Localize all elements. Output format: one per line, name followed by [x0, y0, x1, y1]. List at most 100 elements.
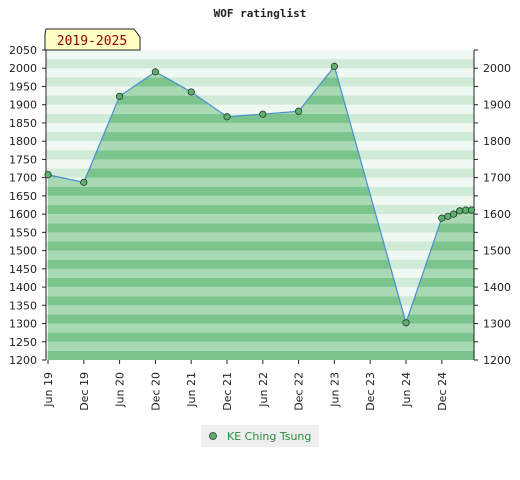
legend-box	[201, 425, 319, 447]
area-band	[48, 223, 474, 233]
area-band	[48, 159, 474, 169]
data-point[interactable]	[438, 214, 446, 222]
x-tick-label: Jun 21	[185, 372, 198, 408]
area-band	[48, 277, 474, 288]
background-band	[46, 77, 474, 87]
left-tick-label: 1950	[9, 80, 37, 93]
area-band	[48, 332, 474, 342]
area-band	[48, 296, 474, 306]
date-range-label: 2019-2025	[57, 34, 127, 49]
area-band	[48, 241, 474, 251]
series-markers	[44, 62, 476, 327]
left-tick-label: 1350	[9, 299, 37, 312]
area-band	[48, 150, 474, 160]
left-tick-label: 1750	[9, 153, 37, 166]
right-tick-label: 1700	[483, 172, 511, 185]
area-band	[48, 168, 474, 178]
x-tick-label: Jun 19	[42, 372, 55, 408]
left-tick-label: 1250	[9, 336, 37, 349]
area-band	[48, 314, 474, 324]
area-band	[48, 305, 474, 315]
left-axis-ticks: 2050 2000 1950 1900 1850 1800 1750 1700 1650 1600…	[9, 44, 46, 367]
legend-label: KE Ching Tsung	[227, 430, 311, 443]
area-band	[48, 259, 474, 269]
legend-marker	[209, 432, 217, 440]
left-tick-label: 1800	[9, 135, 37, 148]
x-tick-label: Dec 22	[293, 372, 306, 411]
x-tick-label: Dec 19	[78, 372, 91, 411]
right-tick-label: 1300	[483, 318, 511, 331]
x-tick-label: Dec 21	[221, 372, 234, 411]
left-tick-label: 1300	[9, 318, 37, 331]
legend[interactable]: KE Ching Tsung	[201, 425, 319, 447]
data-point[interactable]	[116, 92, 124, 100]
x-tick-label: Jun 24	[400, 372, 413, 408]
area-band	[48, 250, 474, 260]
left-tick-label: 2050	[9, 44, 37, 57]
background-band	[46, 95, 474, 105]
x-tick-label: Dec 20	[149, 372, 162, 411]
right-tick-label: 1900	[483, 99, 511, 112]
data-point[interactable]	[187, 88, 195, 96]
background-band	[46, 104, 474, 114]
right-tick-label: 1400	[483, 281, 511, 294]
x-tick-label: Dec 24	[436, 372, 449, 411]
left-tick-label: 1450	[9, 263, 37, 276]
data-point[interactable]	[467, 206, 476, 214]
area-band	[48, 323, 474, 333]
x-axis-ticks: Jun 19 Dec 19 Jun 20 Dec 20 Jun 21 Dec 21 Jun …	[42, 360, 449, 411]
area-band	[48, 232, 474, 242]
axes	[45, 50, 475, 360]
left-tick-label: 2000	[9, 62, 37, 75]
date-range-badge: 2019-2025	[44, 28, 141, 51]
area-band	[48, 205, 474, 215]
right-tick-label: 2000	[483, 62, 511, 75]
x-tick-label: Dec 23	[364, 372, 377, 411]
right-tick-label: 1800	[483, 135, 511, 148]
area-band	[48, 132, 474, 142]
background-band	[46, 50, 474, 60]
x-tick-label: Jun 20	[114, 372, 127, 408]
area-band	[48, 350, 474, 360]
area-band	[48, 341, 474, 351]
area-band	[48, 214, 474, 224]
right-tick-label: 1500	[483, 245, 511, 258]
data-point[interactable]	[80, 178, 88, 186]
x-tick-label: Jun 22	[257, 372, 270, 408]
area-band	[48, 122, 474, 133]
left-tick-label: 1600	[9, 208, 37, 221]
area-band	[48, 113, 474, 123]
left-tick-label: 1550	[9, 226, 37, 239]
left-tick-label: 1400	[9, 281, 37, 294]
left-tick-label: 1650	[9, 190, 37, 203]
area-band	[48, 268, 474, 278]
background-band	[46, 59, 474, 69]
left-tick-label: 1200	[9, 354, 37, 367]
data-point[interactable]	[44, 171, 52, 179]
chart-title: WOF ratinglist	[214, 7, 307, 20]
left-tick-label: 1500	[9, 245, 37, 258]
data-point[interactable]	[259, 110, 267, 118]
left-tick-label: 1850	[9, 117, 37, 130]
right-tick-label: 1200	[483, 354, 511, 367]
area-band	[48, 195, 474, 205]
x-tick-label: Jun 23	[328, 372, 341, 408]
data-point[interactable]	[223, 113, 231, 121]
right-tick-label: 1600	[483, 208, 511, 221]
area-band	[48, 177, 474, 187]
left-tick-label: 1700	[9, 172, 37, 185]
data-point[interactable]	[456, 207, 464, 215]
data-point[interactable]	[294, 107, 303, 115]
left-tick-label: 1900	[9, 99, 37, 112]
background-band	[46, 68, 474, 78]
area-band	[48, 186, 474, 196]
data-point[interactable]	[450, 210, 458, 218]
area-band	[48, 287, 474, 297]
background-band	[46, 86, 474, 96]
data-point[interactable]	[402, 319, 410, 327]
data-point[interactable]	[151, 68, 159, 76]
right-axis-ticks: 2000 1900 1800 1700 1600 1500 1400 1300 1200	[474, 49, 511, 367]
area-band	[48, 141, 474, 151]
data-point[interactable]	[330, 62, 338, 71]
